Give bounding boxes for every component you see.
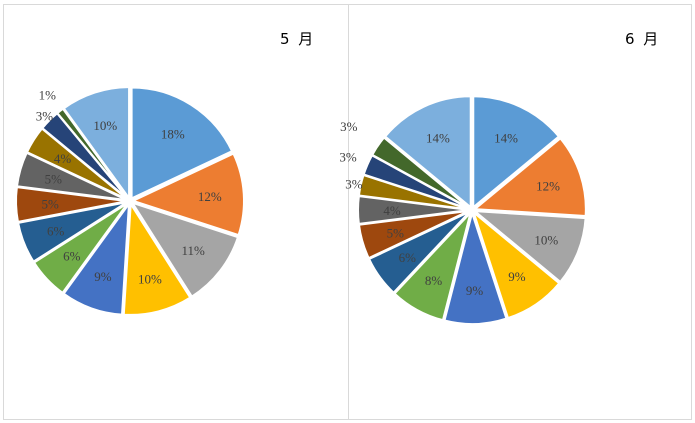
data-label: 9% — [508, 269, 526, 284]
pie-slice — [443, 209, 508, 325]
data-label: 3% — [340, 119, 358, 134]
data-label: 6% — [63, 249, 81, 264]
pie-slice — [370, 136, 471, 210]
data-label: 6% — [399, 250, 417, 265]
data-label: 3% — [339, 149, 357, 164]
data-label: 3% — [36, 108, 54, 123]
pie-slice — [122, 200, 192, 316]
data-label: 10% — [93, 118, 117, 133]
data-label: 1% — [39, 87, 57, 102]
pie-slice — [55, 107, 129, 200]
pie-slice — [472, 95, 561, 210]
data-label: 3% — [345, 177, 363, 192]
pie-slice — [471, 209, 561, 320]
data-label: 14% — [426, 131, 450, 146]
pie-slice — [471, 209, 587, 284]
pie-slice — [130, 86, 234, 201]
data-label: 5% — [45, 172, 63, 187]
pie-slice — [17, 201, 128, 263]
data-label: 10% — [534, 232, 558, 247]
pie-slice — [393, 211, 472, 322]
data-label: 9% — [466, 283, 484, 298]
chart-title-june: 6 月 — [625, 30, 661, 48]
data-label: 12% — [198, 189, 222, 204]
pie-slice — [62, 200, 131, 316]
data-label: 12% — [536, 178, 560, 193]
data-label: 18% — [161, 127, 185, 142]
data-label: 4% — [383, 203, 401, 218]
data-label: 10% — [138, 271, 162, 286]
pie-slice — [383, 95, 472, 210]
pie-slice — [32, 202, 129, 295]
data-label: 5% — [41, 197, 59, 212]
data-label: 9% — [94, 269, 112, 284]
data-label: 4% — [54, 151, 72, 166]
data-label: 5% — [387, 225, 405, 240]
data-label: 6% — [47, 223, 65, 238]
pie-slice — [130, 201, 240, 298]
data-label: 8% — [425, 273, 443, 288]
pie-slice — [130, 152, 245, 237]
data-label: 14% — [494, 131, 518, 146]
data-label: 11% — [181, 243, 205, 258]
pie-slice — [472, 136, 587, 218]
chart-title-may: 5 月 — [280, 30, 316, 48]
pie-slice — [367, 210, 471, 295]
pie-slice — [62, 86, 131, 202]
